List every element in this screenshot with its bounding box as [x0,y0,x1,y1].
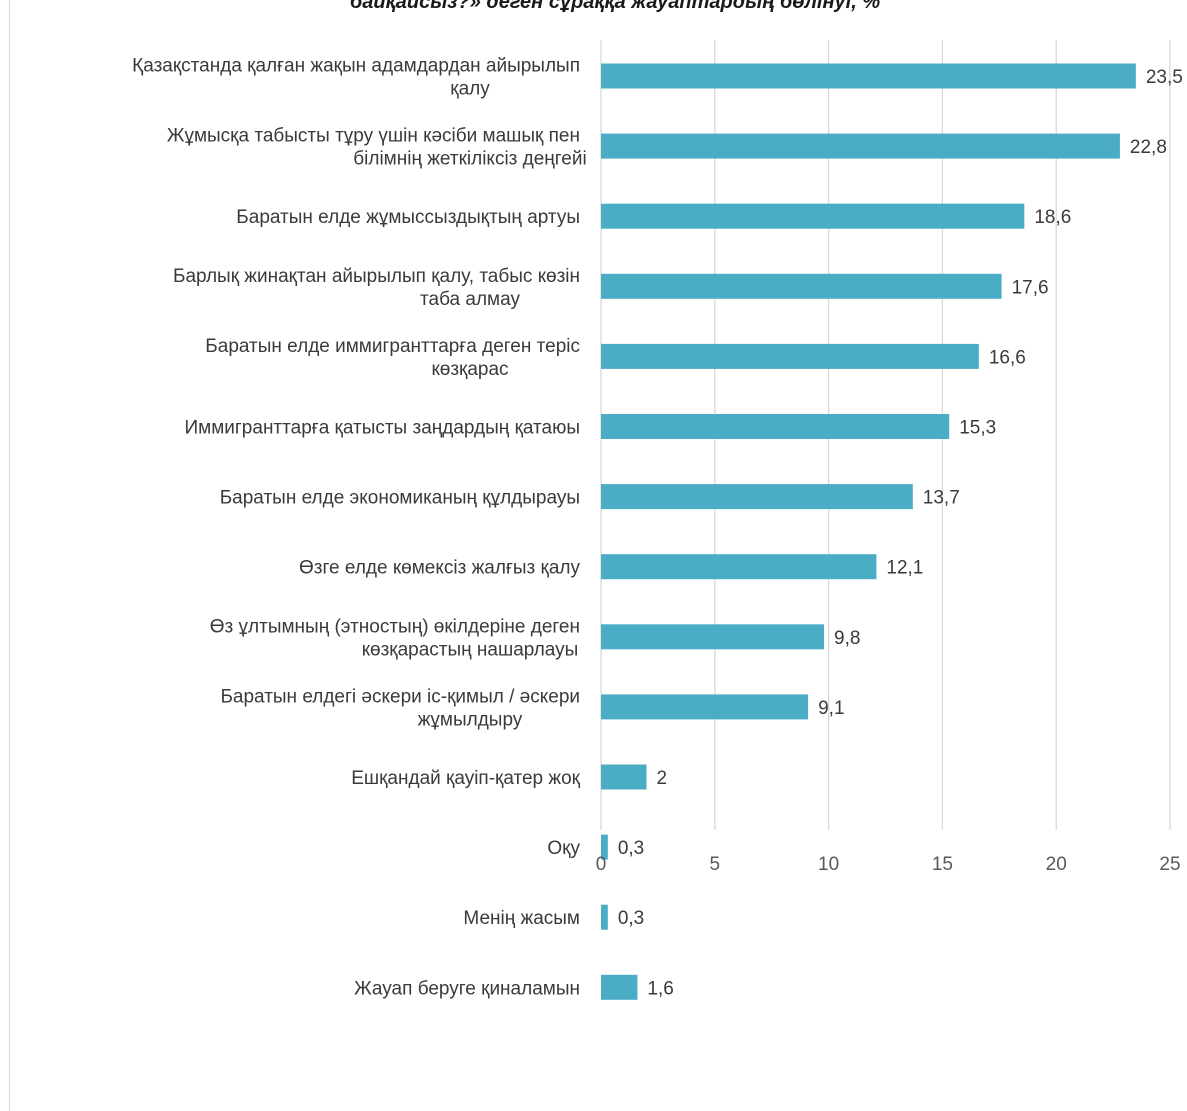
category-label: Баратын елде экономиканың құлдырауы [220,488,580,509]
x-axis-ticks: 0 5 10 15 20 25 [596,854,1181,875]
category-label: Менің жасым [463,908,580,929]
data-label: 15,3 [959,418,996,439]
chart-title: байқайсыз?» деген сұраққа жауаптардың бө… [350,0,880,13]
category-label-line: таба алмау [420,289,520,310]
category-label: Жұмысқа табысты тұру үшін кәсіби машық п… [167,126,587,170]
bar [601,904,608,930]
x-tick-label: 10 [818,854,839,875]
category-label-line: Өз ұлтымның (этностың) өкілдеріне деген [210,616,580,637]
category-label: Баратын елде иммигранттарға деген теріс к… [205,336,580,380]
category-label-line: Иммигранттарға қатысты заңдардың қатаюы [184,418,580,439]
x-tick-label: 15 [932,854,953,875]
data-label: 2 [657,768,668,789]
bar [601,343,979,369]
category-label: Баратын елде жұмыссыздықтың артуы [236,207,580,228]
data-label: 23,5 [1146,67,1183,88]
bar [601,834,608,860]
category-label-line: көзқарас [431,359,508,380]
category-label: Қазақстанда қалған жақын адамдардан айыр… [132,56,580,100]
bar [601,273,1002,299]
category-label: Өзге елде көмексіз жалғыз қалу [299,558,580,579]
data-label: 0,3 [618,838,644,859]
bar [601,974,638,1000]
data-label: 1,6 [647,978,673,999]
bar [601,63,1136,89]
data-label: 12,1 [886,558,923,579]
data-label: 22,8 [1130,137,1167,158]
bar [601,554,877,580]
data-label: 17,6 [1012,277,1049,298]
category-label-line: Өзге елде көмексіз жалғыз қалу [299,558,580,579]
category-label-line: Баратын елде экономиканың құлдырауы [220,488,580,509]
data-label: 9,1 [818,698,844,719]
category-label-line: қалу [450,79,490,100]
category-labels: Қазақстанда қалған жақын адамдардан айыр… [132,56,587,1000]
x-tick-label: 25 [1159,854,1180,875]
bar [601,203,1025,229]
data-label: 18,6 [1034,207,1071,228]
category-label-line: Жауап беруге қиналамын [354,978,580,999]
category-label-line: Оқу [547,838,580,859]
category-label-line: Жұмысқа табысты тұру үшін кәсіби машық п… [167,126,580,147]
category-label-line: Қазақстанда қалған жақын адамдардан айыр… [132,56,580,77]
bar [601,414,950,439]
category-label-line: Барлық жинақтан айырылып қалу, табыс көз… [173,266,580,287]
data-label: 0,3 [618,908,644,929]
category-label: Баратын елдегі әскери іс-қимыл / әскери ж… [220,686,580,730]
bar [601,764,647,790]
bar [601,133,1120,159]
x-tick-label: 5 [710,854,721,875]
bar [601,694,809,720]
data-label: 16,6 [989,347,1026,368]
category-label-line: Менің жасым [463,908,580,929]
category-label-line: жұмылдыру [418,709,523,730]
value-labels: 23,522,818,617,616,615,313,712,19,89,120… [618,67,1183,999]
category-label: Өз ұлтымның (этностың) өкілдеріне деген к… [210,616,580,660]
category-label: Барлық жинақтан айырылып қалу, табыс көз… [173,266,580,310]
category-label-line: білімнің жеткіліксіз деңгейі [353,149,586,170]
data-label: 13,7 [923,488,960,509]
bar [601,484,913,510]
chart-frame [9,0,1187,1111]
category-label-line: көзқарастың нашарлауы [362,639,579,660]
category-label-line: Баратын елде жұмыссыздықтың артуы [236,207,580,228]
category-label: Иммигранттарға қатысты заңдардың қатаюы [184,418,580,439]
x-tick-label: 20 [1046,854,1067,875]
category-label-line: Баратын елдегі әскери іс-қимыл / әскери [220,686,580,707]
category-label: Жауап беруге қиналамын [354,978,580,999]
category-label-line: Ешқандай қауіп-қатер жоқ [351,768,580,789]
x-tick-label: 0 [596,854,607,875]
data-label: 9,8 [834,628,860,649]
bar [601,624,825,650]
category-label-line: Баратын елде иммигранттарға деген теріс [205,336,580,357]
category-label: Оқу [547,838,580,859]
category-label: Ешқандай қауіп-қатер жоқ [351,768,580,789]
bars [601,63,1136,1000]
